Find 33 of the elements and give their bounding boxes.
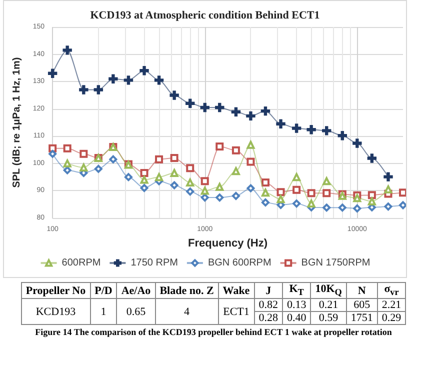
category-label: Propeller No (21, 282, 90, 299)
text: 0.59 (318, 312, 338, 324)
text: 605 (354, 299, 370, 312)
text: ECT1 (223, 306, 250, 318)
category-label: N (346, 282, 378, 299)
legend-label: 1750 RPM (130, 258, 178, 268)
text: 0.82 (258, 299, 278, 312)
category-label: P/D (90, 282, 117, 299)
text: 0.28 (258, 312, 278, 324)
text: 0.21 (318, 299, 338, 312)
category-label: 10K$_{Q}$ (310, 282, 346, 299)
chart-title: KCD193 at Atmospheric condition Behind ECT1 (90, 10, 320, 22)
text: 0.40 (286, 312, 306, 324)
legend-label: BGN 1750RPM (301, 258, 370, 268)
category-label: Blade no. Z (155, 282, 218, 299)
text: 0.65 (126, 306, 146, 318)
text: 1751 (350, 312, 373, 324)
category-label: Ae/Ao (116, 282, 156, 299)
legend-label: BGN 600RPM (208, 258, 272, 268)
text: 0.13 (286, 299, 306, 312)
y-axis-title: SPL (dB; re 1μPa, 1 Hz, 1m) (12, 57, 22, 188)
text: 4 (184, 306, 190, 318)
text: 2.21 (382, 299, 402, 312)
text: KCD193 (36, 306, 76, 318)
legend-label: 600RPM (62, 258, 101, 268)
category-label: σ$_{vr}$ (377, 282, 406, 299)
text: 1 (100, 306, 106, 318)
text: 0.29 (382, 312, 402, 324)
category-label: J (254, 282, 282, 299)
caption: Figure 14 The comparison of the KCD193 propeller behind ECT 1 wake at propeller rotation (34, 327, 393, 338)
category-label: Wake (218, 282, 254, 299)
x-axis-title: Frequency (Hz) (188, 237, 268, 250)
category-label: K$_{T}$ (282, 282, 311, 299)
